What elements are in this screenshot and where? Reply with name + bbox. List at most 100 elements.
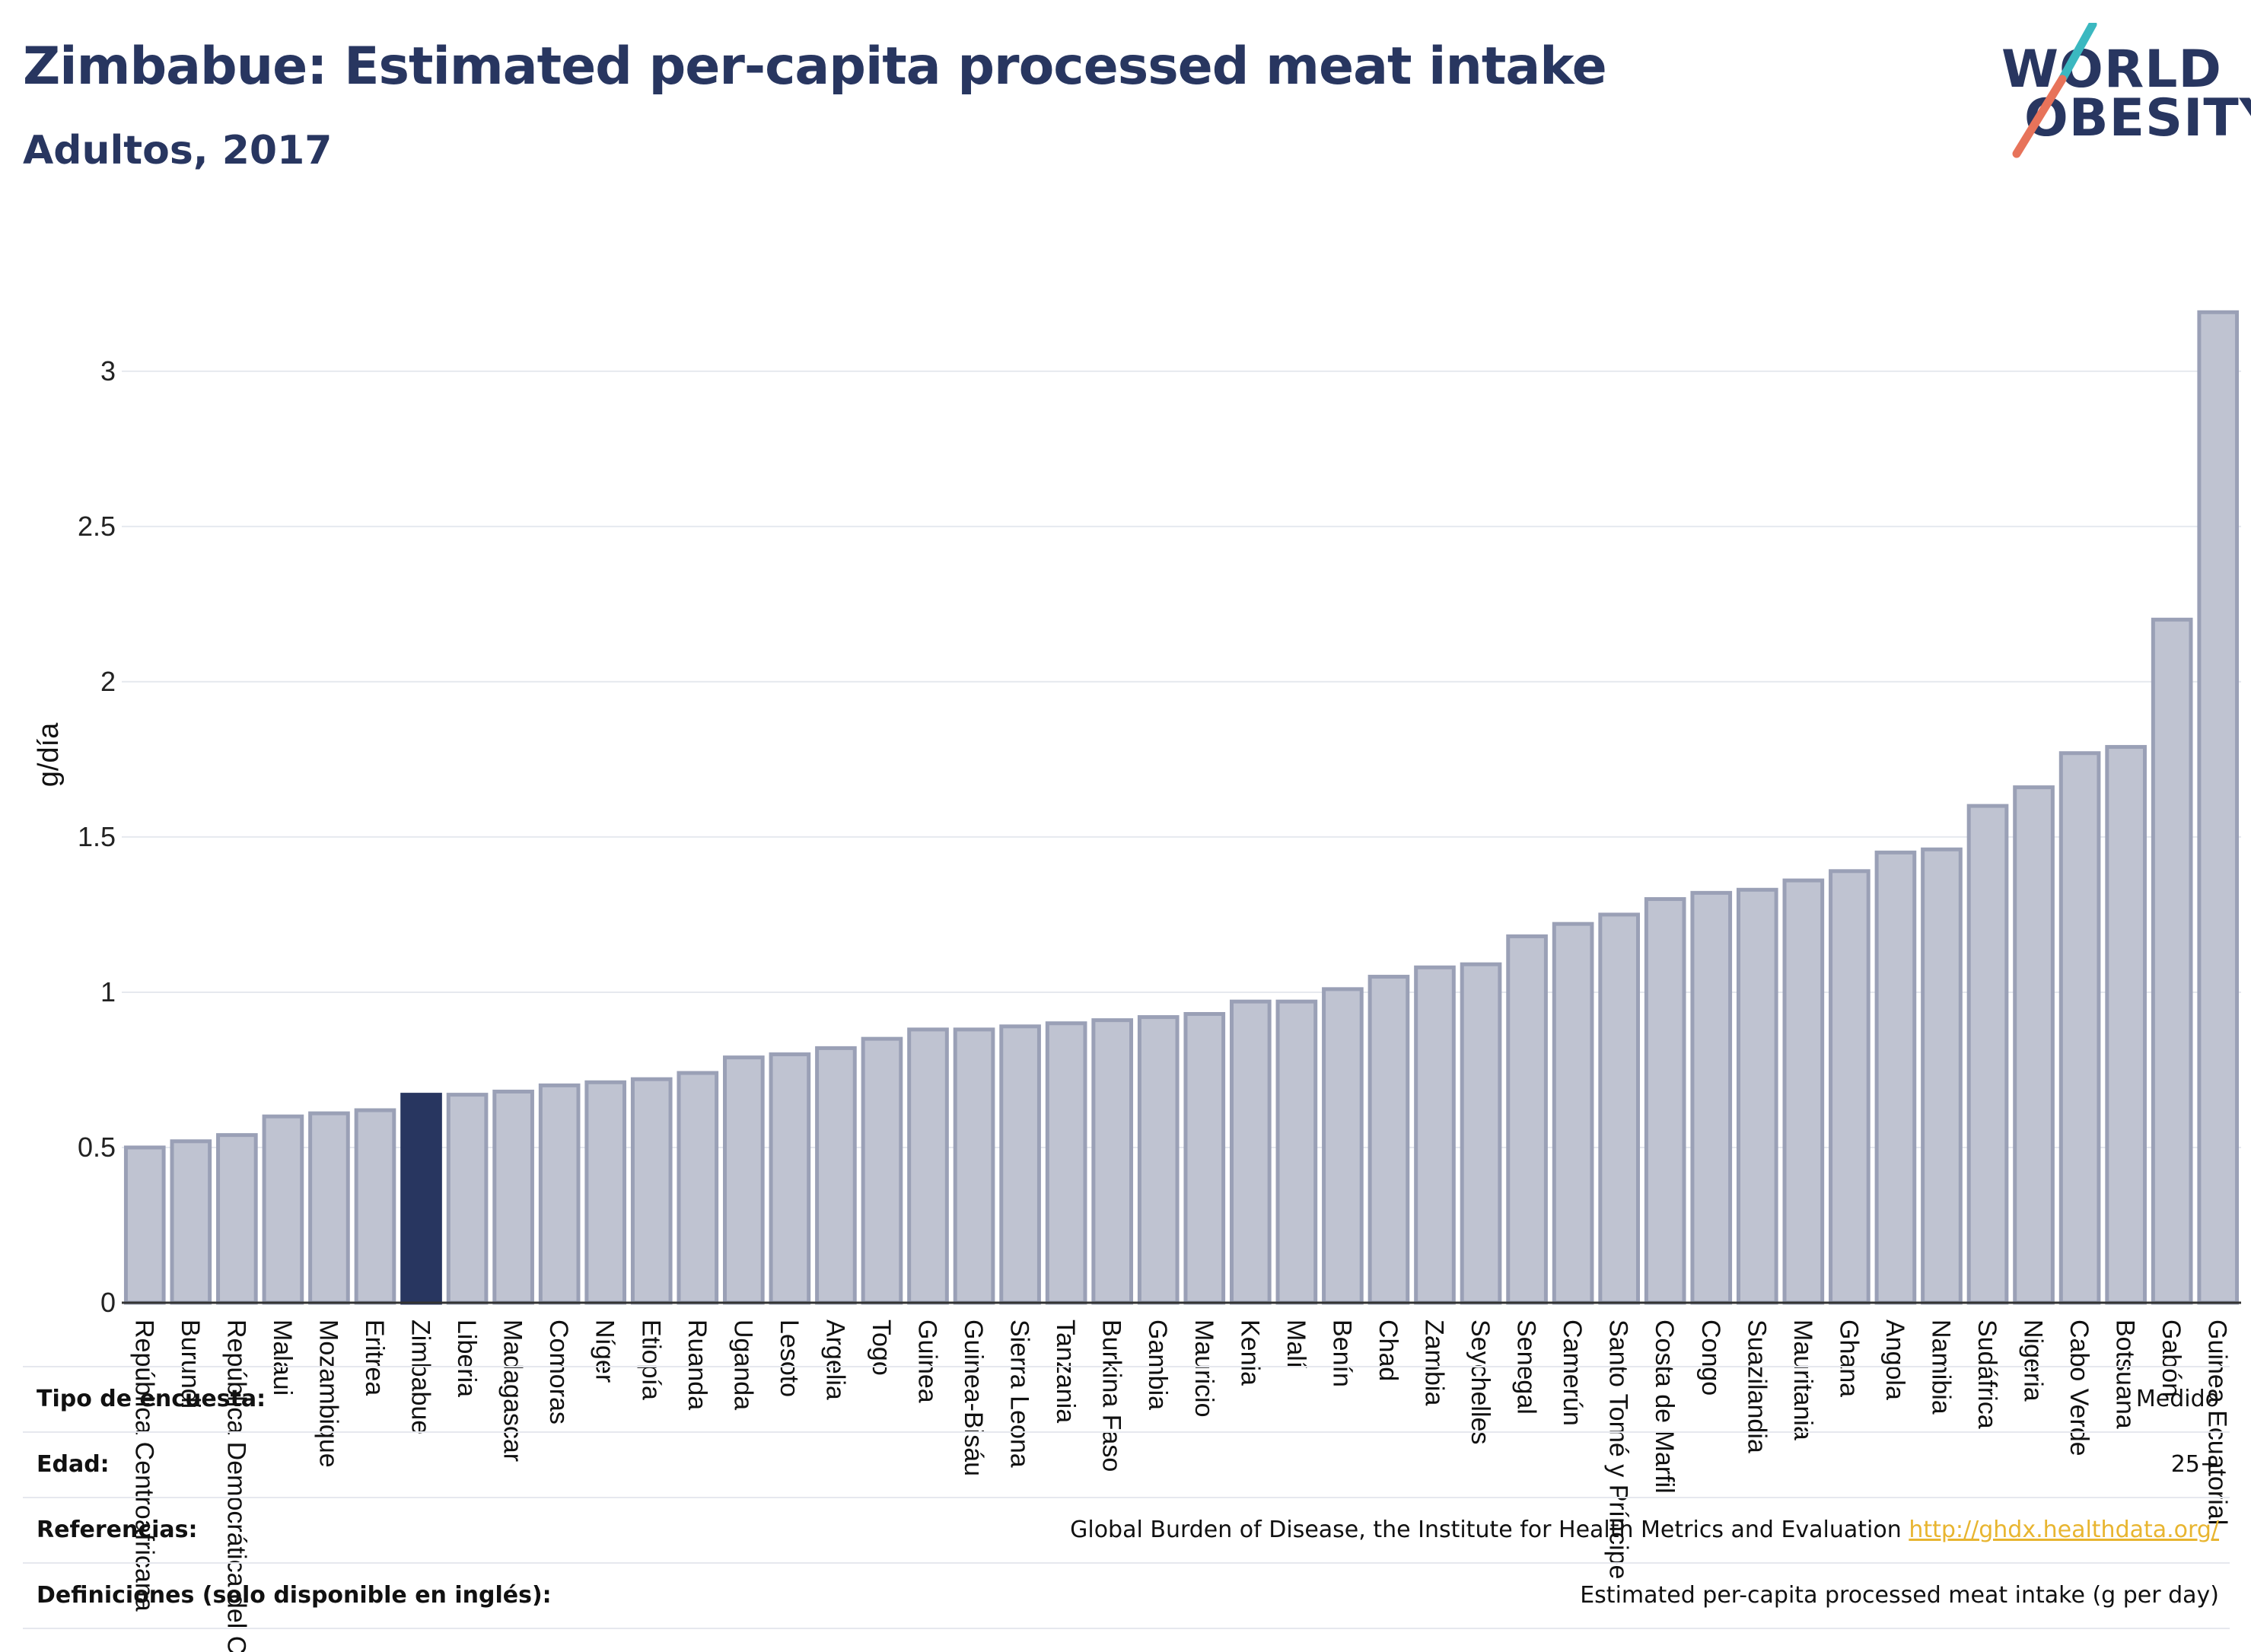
bar[interactable] (1829, 869, 1871, 1305)
bar[interactable] (1552, 921, 1594, 1305)
bar[interactable] (1782, 878, 1825, 1305)
x-tick-label: Benín (1327, 1319, 1356, 1387)
y-tick-label: 1.5 (78, 821, 116, 852)
bar[interactable] (1229, 999, 1272, 1305)
bar[interactable] (1137, 1015, 1180, 1305)
bar[interactable] (723, 1055, 765, 1305)
info-row-references: Referencias: Global Burden of Disease, t… (23, 1497, 2230, 1562)
bar[interactable] (1874, 850, 1917, 1305)
bar[interactable] (815, 1046, 857, 1305)
bar[interactable] (1091, 1018, 1134, 1305)
y-axis-label: g/día (33, 722, 65, 787)
bar[interactable] (492, 1090, 534, 1305)
x-tick-label: Etiopía (636, 1319, 665, 1400)
x-tick-label: Lesoto (775, 1319, 804, 1397)
bar[interactable] (2151, 617, 2193, 1305)
bar[interactable] (1966, 804, 2009, 1305)
bar[interactable] (1506, 934, 1548, 1305)
bar[interactable] (2105, 745, 2147, 1305)
x-tick-label: Nigeria (2019, 1319, 2048, 1402)
x-tick-label: República Democrática del Congo (221, 1319, 250, 1652)
world-obesity-logo: WORLD OBESITY (1994, 23, 2251, 160)
bar[interactable] (354, 1108, 396, 1305)
bar[interactable] (1921, 847, 1963, 1305)
bar[interactable] (1183, 1012, 1226, 1305)
x-tick-label: Argelia (820, 1319, 849, 1400)
bar[interactable] (861, 1036, 903, 1305)
x-tick-label: Mauritania (1788, 1319, 1817, 1440)
x-tick-label: Camerún (1558, 1319, 1587, 1426)
chart-subtitle: Adultos, 2017 (23, 128, 333, 173)
logo-word-world: WORLD (2001, 40, 2222, 100)
x-tick-label: Burkina Faso (1097, 1319, 1126, 1472)
bar[interactable] (308, 1111, 350, 1305)
bar[interactable] (446, 1093, 489, 1305)
y-tick-label: 2 (100, 666, 116, 697)
bar[interactable] (400, 1093, 442, 1305)
bar[interactable] (953, 1027, 995, 1305)
info-row-survey-type: Tipo de encuesta: Medido (23, 1366, 2230, 1431)
survey-type-value: Medido (2135, 1386, 2219, 1412)
bar[interactable] (1322, 987, 1364, 1305)
x-tick-label: Ruanda (683, 1319, 712, 1410)
bar[interactable] (769, 1052, 811, 1305)
x-tick-label: Suazilandia (1742, 1319, 1771, 1453)
bar[interactable] (584, 1080, 627, 1305)
bar[interactable] (1644, 897, 1686, 1305)
x-tick-label: Kenia (1235, 1319, 1264, 1386)
x-tick-label: Zambia (1419, 1319, 1448, 1405)
bar[interactable] (2058, 751, 2101, 1305)
bar[interactable] (1367, 975, 1410, 1305)
bar[interactable] (1690, 890, 1733, 1305)
x-tick-label: Gabón (2157, 1319, 2186, 1397)
x-tick-label: Eritrea (360, 1319, 389, 1396)
x-tick-label: Burundi (176, 1319, 205, 1408)
bar[interactable] (262, 1114, 304, 1305)
x-tick-label: Mozambique (314, 1319, 342, 1468)
x-tick-label: Comoras (544, 1319, 573, 1424)
y-tick-label: 0.5 (78, 1132, 116, 1163)
references-text: Global Burden of Disease, the Institute … (1070, 1517, 1902, 1543)
info-table: Tipo de encuesta: Medido Edad: 25+ Refer… (23, 1366, 2230, 1629)
bar[interactable] (907, 1027, 949, 1305)
x-tick-label: Sierra Leona (1005, 1319, 1034, 1468)
bar[interactable] (630, 1077, 673, 1305)
x-tick-label: Santo Tomé y Príncipe (1604, 1319, 1633, 1579)
bar[interactable] (1045, 1021, 1087, 1305)
x-tick-label: Madagascar (498, 1319, 527, 1462)
x-tick-label: Guinea Ecuatorial (2203, 1319, 2232, 1525)
bar[interactable] (123, 1145, 166, 1305)
references-value: Global Burden of Disease, the Institute … (1070, 1517, 2219, 1543)
bar[interactable] (1414, 965, 1456, 1305)
references-label: Referencias: (37, 1517, 198, 1543)
bar[interactable] (999, 1024, 1041, 1305)
bar[interactable] (2013, 785, 2055, 1305)
x-tick-label: Congo (1696, 1319, 1725, 1396)
definitions-value: Estimated per-capita processed meat inta… (1580, 1582, 2219, 1609)
age-label: Edad: (37, 1451, 110, 1478)
chart-title: Zimbabue: Estimated per-capita processed… (23, 37, 1607, 97)
age-value: 25+ (2170, 1451, 2219, 1478)
bar[interactable] (538, 1083, 581, 1305)
x-tick-label: Malí (1282, 1319, 1310, 1369)
x-tick-label: Guinea-Bisáu (959, 1319, 988, 1476)
x-tick-label: Botsuana (2111, 1319, 2140, 1429)
bar[interactable] (1598, 912, 1640, 1305)
y-tick-label: 3 (100, 355, 116, 387)
x-tick-label: Ghana (1834, 1319, 1863, 1397)
bar[interactable] (1275, 999, 1318, 1305)
definitions-label: Definiciones (solo disponible en inglés)… (37, 1582, 552, 1609)
bar[interactable] (216, 1133, 258, 1305)
references-link[interactable]: http://ghdx.healthdata.org/ (1909, 1517, 2219, 1543)
bar[interactable] (1460, 962, 1502, 1305)
bar[interactable] (1736, 887, 1778, 1305)
bar[interactable] (677, 1071, 719, 1305)
bar[interactable] (170, 1139, 212, 1305)
x-tick-label: Chad (1374, 1319, 1402, 1381)
x-tick-label: Cabo Verde (2065, 1319, 2093, 1456)
info-row-age: Edad: 25+ (23, 1431, 2230, 1497)
y-tick-label: 2.5 (78, 511, 116, 542)
x-tick-label: Angola (1880, 1319, 1909, 1400)
bar[interactable] (2197, 310, 2240, 1305)
